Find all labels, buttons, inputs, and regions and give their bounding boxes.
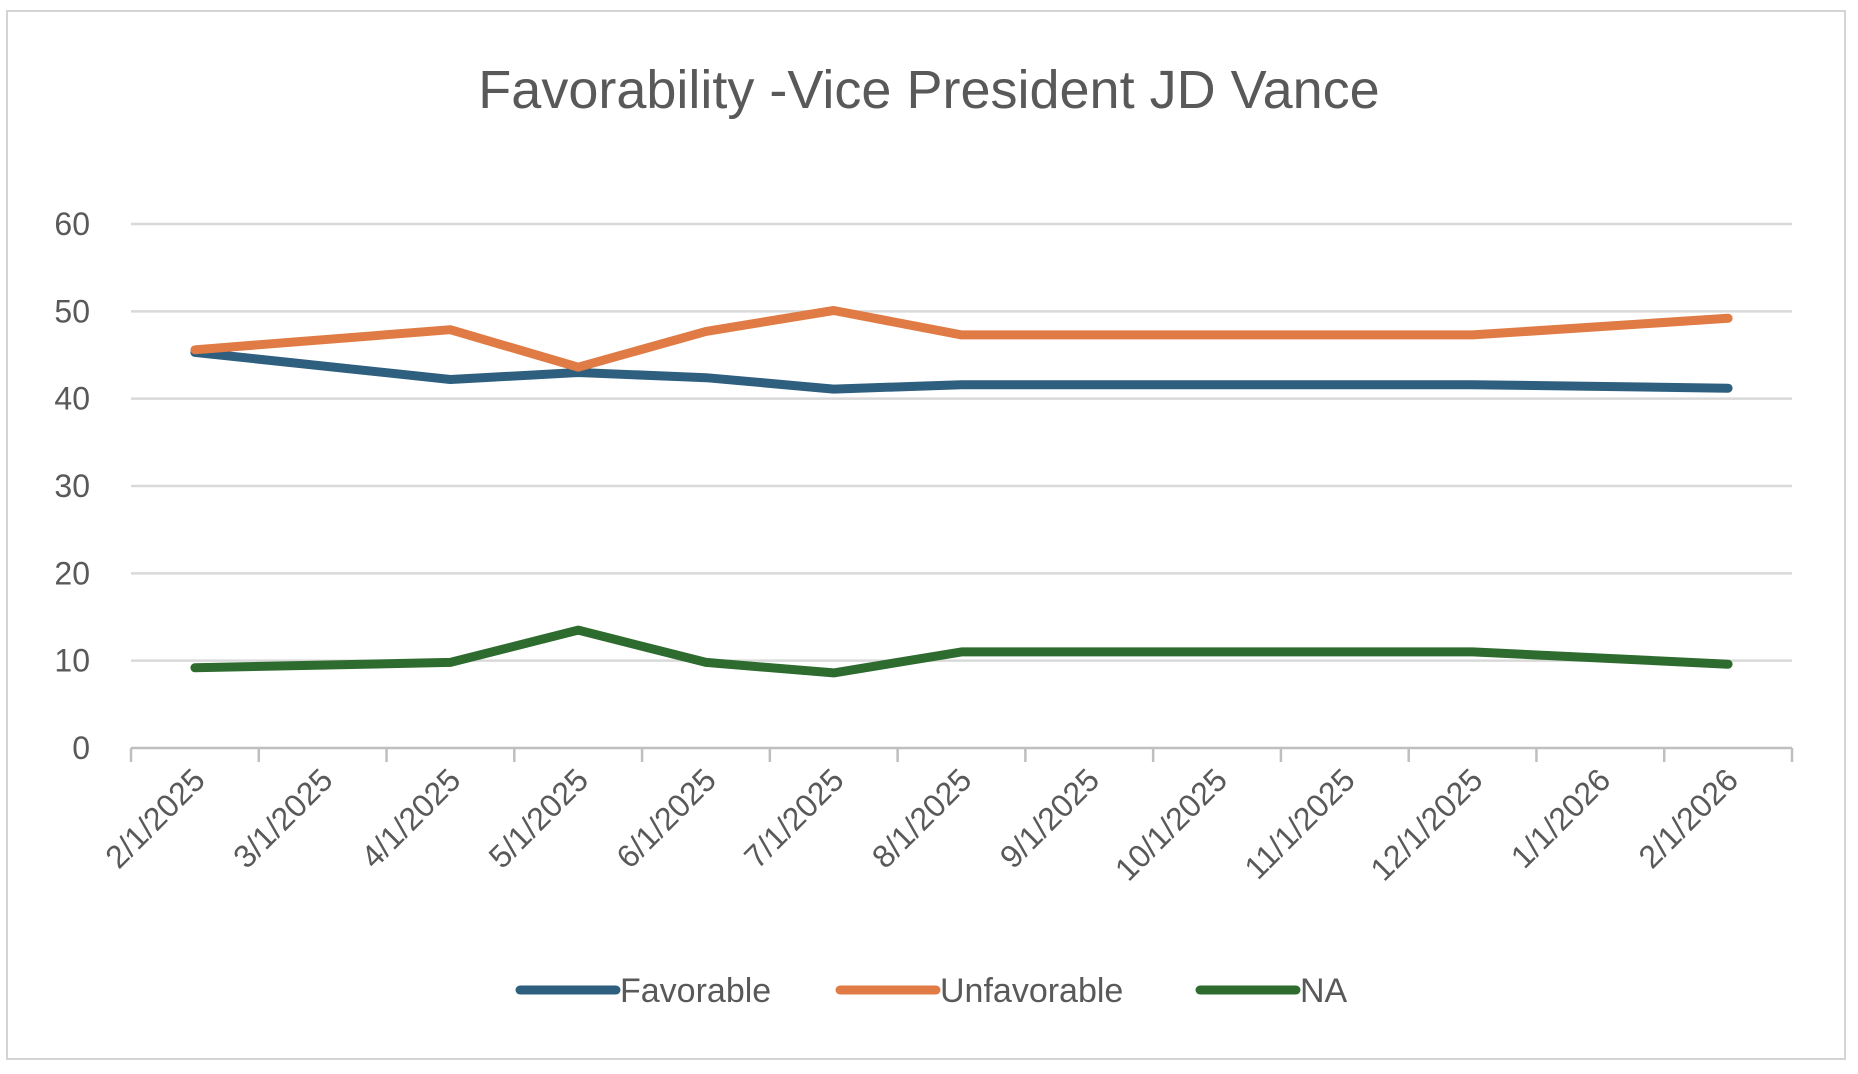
x-axis [129, 746, 1794, 762]
x-tick-label: 5/1/2025 [482, 761, 596, 875]
y-tick-label: 50 [54, 293, 90, 329]
legend-label-favorable: Favorable [620, 972, 771, 1010]
x-tick-label: 7/1/2025 [737, 761, 851, 875]
series-line-na [190, 625, 1733, 678]
y-tick-label: 10 [54, 643, 90, 679]
y-axis-tick-labels: 0 10 20 30 40 50 60 [54, 206, 90, 766]
chart-frame [6, 10, 1846, 1060]
legend-label-na: NA [1300, 972, 1348, 1010]
y-tick-label: 0 [72, 730, 90, 766]
x-tick-label: 8/1/2025 [865, 761, 979, 875]
x-tick-label: 6/1/2025 [609, 761, 723, 875]
x-tick-label: 10/1/2025 [1108, 761, 1234, 887]
x-tick-label: 2/1/2026 [1632, 761, 1746, 875]
series-line-favorable [190, 347, 1733, 394]
grid-lines [131, 222, 1792, 662]
y-tick-label: 30 [54, 468, 90, 504]
chart-title: Favorability -Vice President JD Vance [478, 60, 1379, 120]
series-lines [190, 306, 1733, 678]
y-tick-label: 20 [54, 555, 90, 591]
x-tick-label: 4/1/2025 [354, 761, 468, 875]
y-tick-label: 60 [54, 206, 90, 242]
legend-label-unfavorable: Unfavorable [940, 972, 1123, 1010]
x-axis-tick-labels: 2/1/2025 3/1/2025 4/1/2025 5/1/2025 6/1/2025… [98, 761, 1745, 887]
x-tick-label: 3/1/2025 [226, 761, 340, 875]
x-tick-label: 11/1/2025 [1237, 761, 1361, 885]
x-tick-label: 2/1/2025 [98, 761, 212, 875]
y-tick-label: 40 [54, 381, 90, 417]
x-tick-label: 12/1/2025 [1363, 761, 1489, 887]
x-tick-label: 1/1/2026 [1504, 761, 1618, 875]
x-tick-label: 9/1/2025 [993, 761, 1107, 875]
legend: Favorable Unfavorable NA [515, 972, 1348, 1010]
series-line-unfavorable [190, 306, 1733, 372]
